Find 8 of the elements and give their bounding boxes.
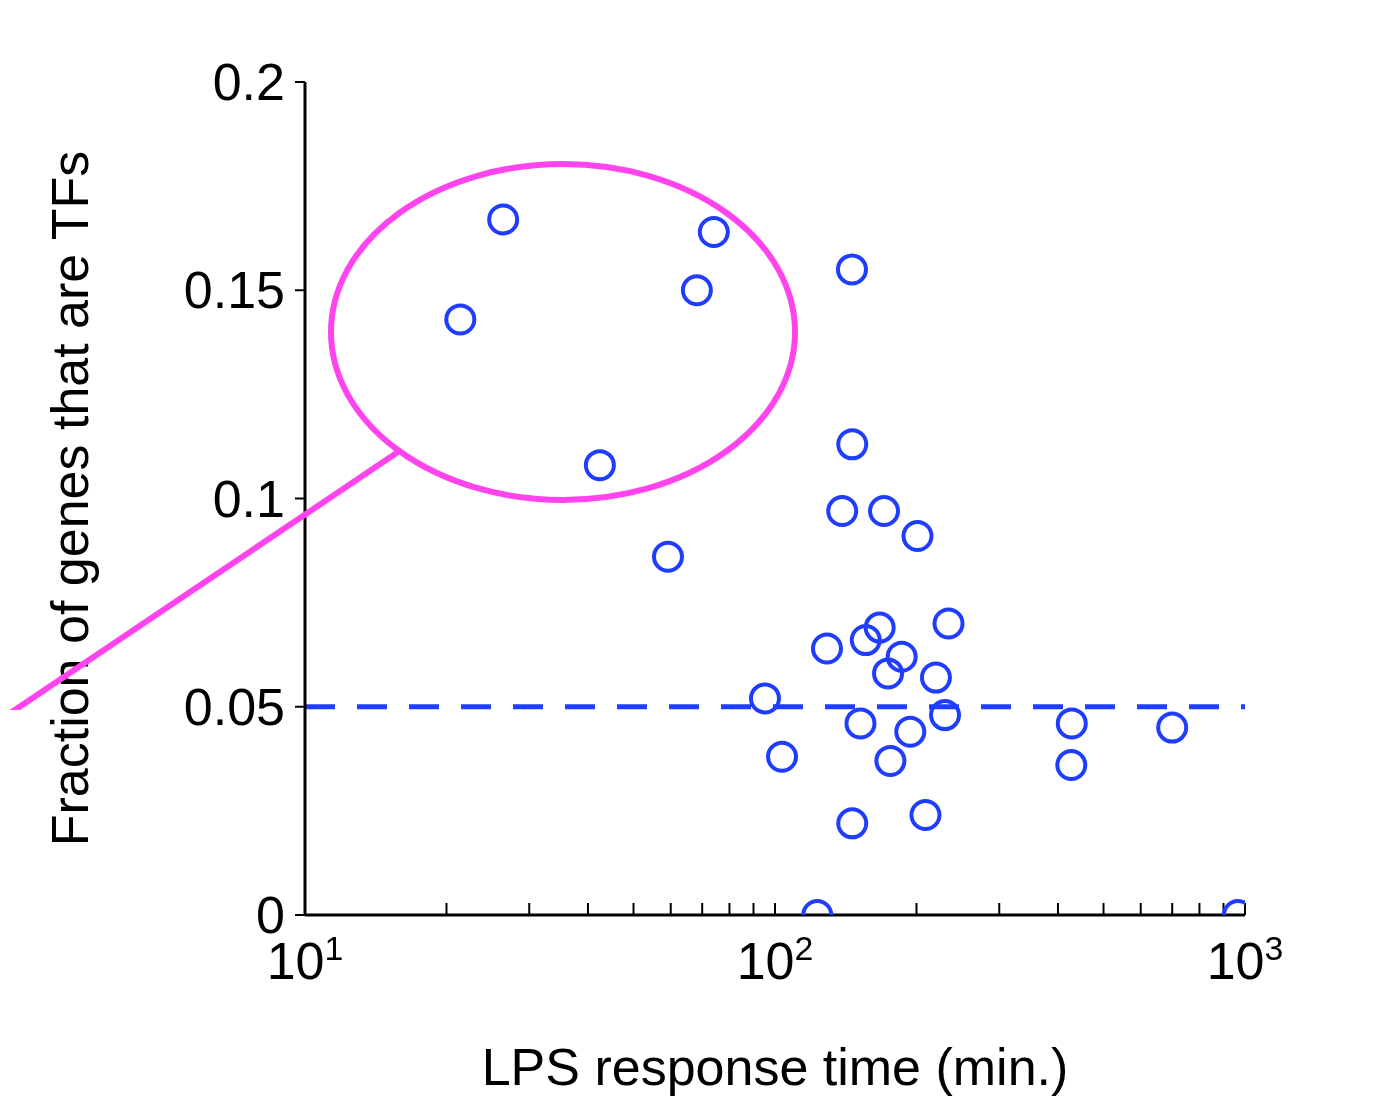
x-axis-title: LPS response time (min.): [481, 1038, 1069, 1096]
y-axis-title: Fraction of genes that are TFs: [41, 150, 100, 847]
x-tick-label: 10$^{2}$: [736, 929, 814, 990]
y-tick-label: 0.1: [212, 469, 285, 528]
y-tick-label: 0.05: [183, 677, 285, 736]
y-tick-label: 0.2: [212, 53, 285, 111]
x-tick-label: 10$^{3}$: [1206, 929, 1284, 990]
y-tick-label: 0.15: [183, 261, 285, 320]
